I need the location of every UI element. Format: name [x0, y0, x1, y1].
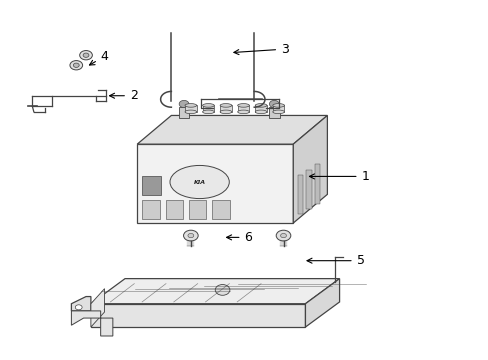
Ellipse shape: [220, 110, 231, 114]
Text: KIA: KIA: [193, 180, 205, 185]
Polygon shape: [91, 289, 104, 327]
Ellipse shape: [272, 104, 284, 107]
Bar: [202, 105, 214, 112]
Polygon shape: [91, 279, 339, 304]
Bar: [314, 164, 320, 204]
Bar: [165, 200, 183, 220]
Circle shape: [269, 100, 279, 108]
Circle shape: [83, 53, 89, 57]
Polygon shape: [91, 304, 305, 327]
Ellipse shape: [202, 104, 214, 107]
Bar: [178, 107, 189, 118]
Circle shape: [187, 233, 193, 238]
Ellipse shape: [255, 104, 266, 107]
Bar: [272, 105, 284, 112]
Ellipse shape: [255, 110, 266, 114]
Ellipse shape: [170, 166, 229, 199]
Circle shape: [280, 233, 286, 238]
Circle shape: [75, 305, 82, 310]
Circle shape: [183, 230, 198, 241]
Circle shape: [80, 50, 92, 60]
Bar: [188, 200, 206, 220]
Ellipse shape: [237, 110, 249, 114]
Polygon shape: [71, 297, 91, 311]
Bar: [212, 200, 229, 220]
Text: 1: 1: [309, 170, 368, 183]
Bar: [255, 105, 266, 112]
Polygon shape: [71, 311, 113, 336]
Bar: [184, 105, 196, 112]
Text: 3: 3: [233, 42, 288, 55]
Bar: [268, 107, 279, 118]
Ellipse shape: [184, 104, 196, 107]
Text: 5: 5: [306, 254, 364, 267]
Circle shape: [73, 63, 79, 67]
Circle shape: [179, 100, 188, 108]
Bar: [237, 105, 249, 112]
Polygon shape: [137, 144, 293, 223]
Circle shape: [70, 60, 82, 70]
Ellipse shape: [237, 104, 249, 107]
Bar: [297, 175, 303, 215]
Polygon shape: [305, 279, 339, 327]
Text: 6: 6: [226, 231, 252, 244]
Bar: [142, 200, 159, 220]
Text: 4: 4: [89, 50, 108, 65]
Polygon shape: [293, 116, 327, 223]
Circle shape: [276, 230, 290, 241]
Circle shape: [215, 284, 229, 295]
Ellipse shape: [202, 110, 214, 114]
Bar: [220, 105, 231, 112]
Bar: [305, 170, 311, 209]
Polygon shape: [137, 116, 327, 144]
Bar: [142, 176, 161, 195]
Ellipse shape: [220, 104, 231, 107]
Ellipse shape: [272, 110, 284, 114]
Ellipse shape: [184, 110, 196, 114]
Text: 2: 2: [109, 89, 138, 102]
